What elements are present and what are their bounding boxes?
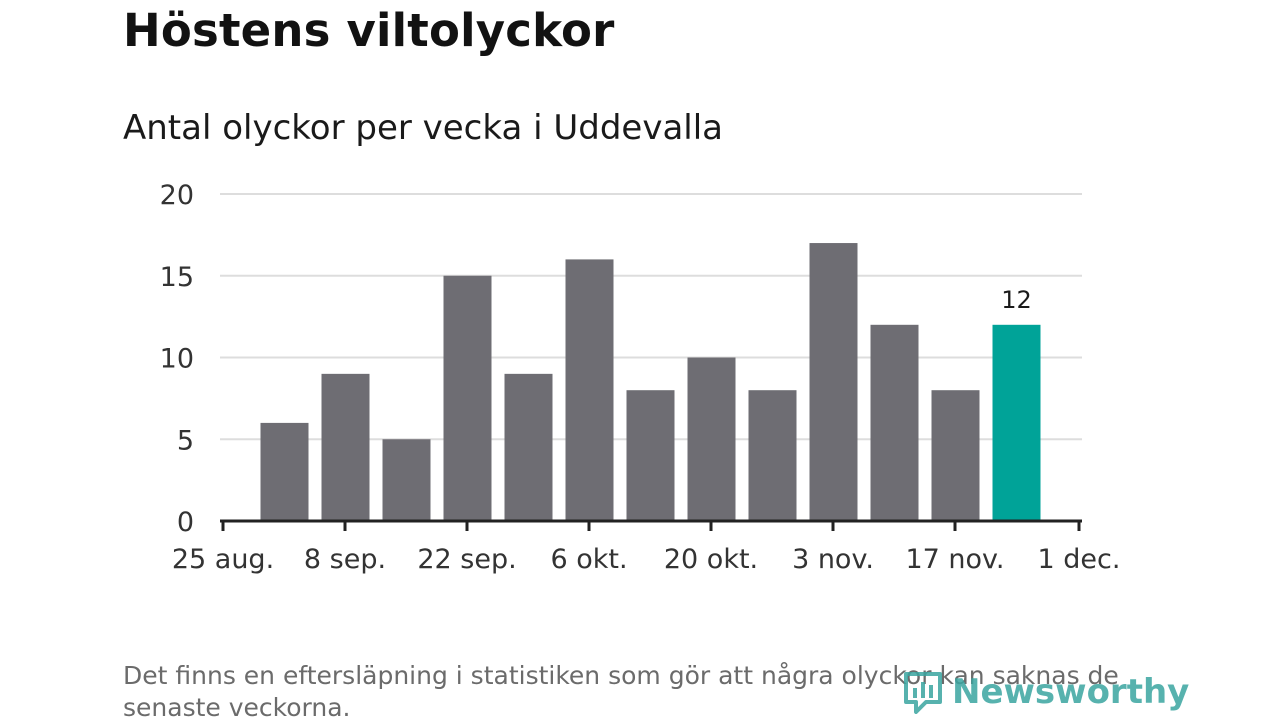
y-tick-label: 15 [160, 262, 194, 293]
bar-4 [504, 373, 553, 521]
bar-5 [565, 259, 614, 521]
y-axis-ticks: 0 5 10 15 20 [160, 180, 194, 538]
x-tick-label: 3 nov. [792, 544, 874, 575]
bar-11 [931, 390, 980, 521]
y-tick-label: 0 [177, 507, 194, 538]
x-tick-label: 25 aug. [172, 544, 274, 575]
bar-12 [992, 324, 1041, 521]
x-tick-label: 6 okt. [550, 544, 627, 575]
x-axis [220, 519, 1082, 531]
bar-10 [870, 324, 919, 521]
y-tick-label: 5 [177, 425, 194, 456]
bar-9 [809, 243, 858, 522]
x-tick-label: 20 okt. [664, 544, 758, 575]
data-labels: 12 [1001, 286, 1032, 314]
newsworthy-logo: Newsworthy [902, 670, 1189, 714]
x-tick-label: 1 dec. [1038, 544, 1121, 575]
bar-8 [748, 390, 797, 521]
y-tick-label: 10 [160, 344, 194, 375]
bar-2 [382, 439, 431, 521]
y-tick-label: 20 [160, 180, 194, 211]
highlight-data-label: 12 [1001, 286, 1032, 314]
chart-title: Höstens viltolyckor [123, 4, 615, 57]
x-axis-ticks: 25 aug. 8 sep. 22 sep. 6 okt. 20 okt. 3 nov. 1… [172, 544, 1121, 575]
x-tick-label: 8 sep. [304, 544, 386, 575]
bar-3 [443, 275, 492, 521]
chart-subtitle: Antal olyckor per vecka i Uddevalla [123, 108, 724, 148]
bars [260, 243, 1041, 522]
brand-name: Newsworthy [952, 672, 1190, 712]
x-tick-label: 22 sep. [417, 544, 516, 575]
newsworthy-logo-icon [904, 672, 942, 714]
footnote: Det finns en eftersläpning i statistiken… [123, 661, 1119, 722]
x-tick-label: 17 nov. [905, 544, 1004, 575]
bar-6 [626, 390, 675, 521]
bar-1 [321, 373, 370, 521]
bar-7 [687, 357, 736, 521]
bar-0 [260, 422, 309, 521]
